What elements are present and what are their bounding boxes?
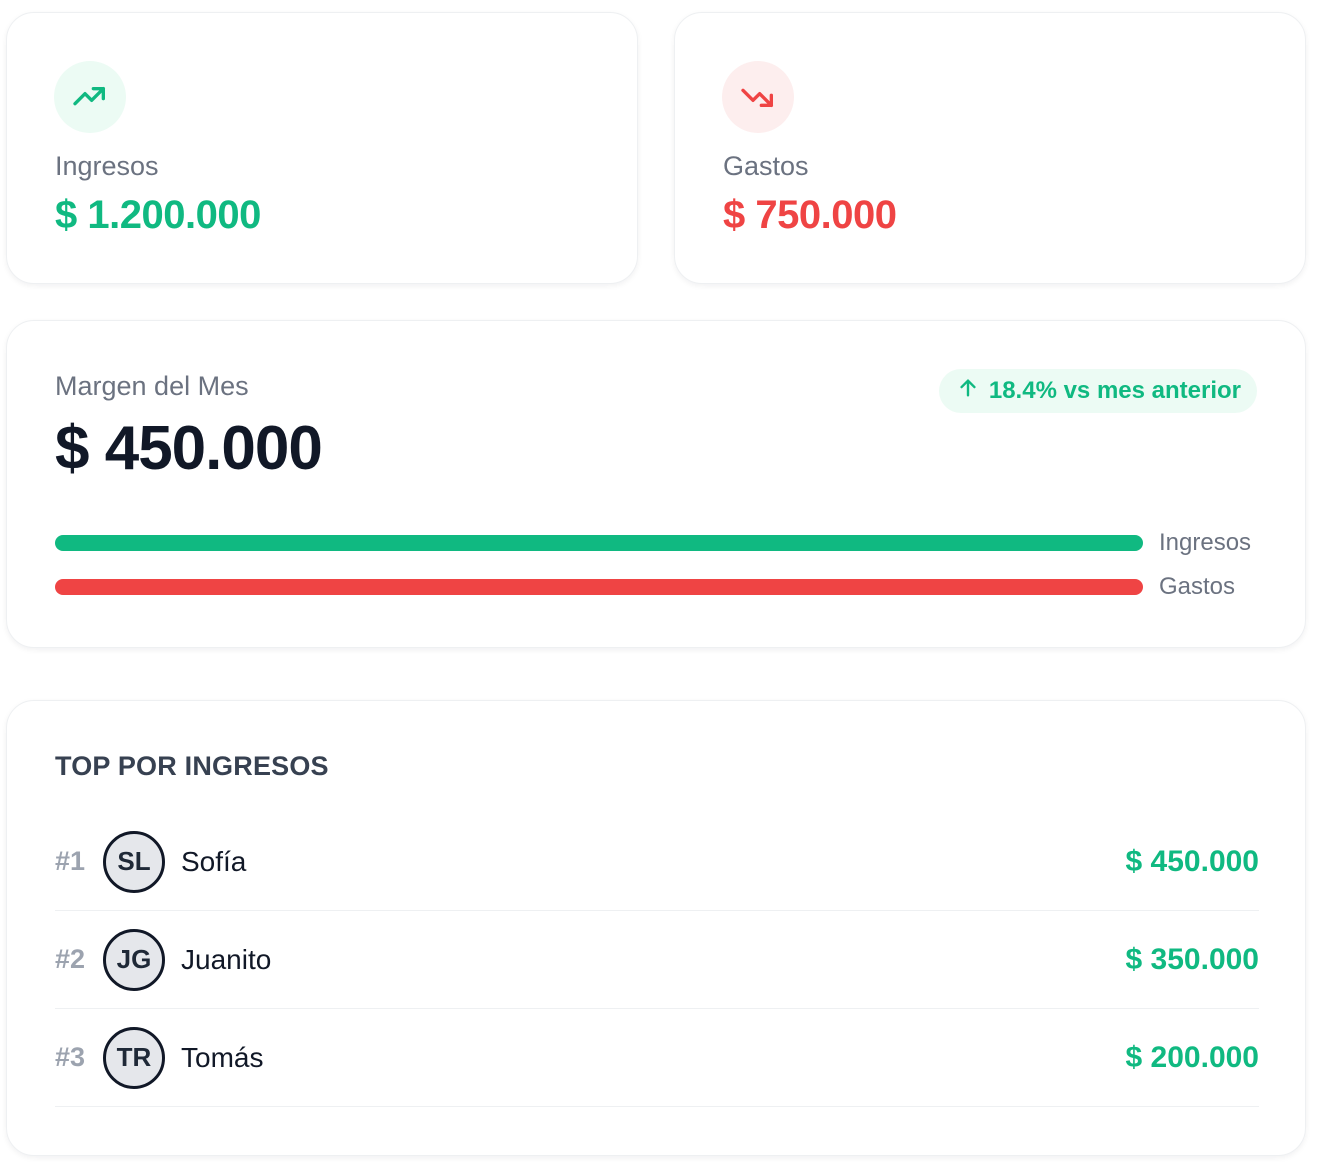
income-bar-label: Ingresos xyxy=(1159,529,1252,556)
income-card: Ingresos $ 1.200.000 xyxy=(6,12,638,284)
change-badge: 18.4% vs mes anterior xyxy=(938,369,1257,413)
expense-label: Gastos xyxy=(723,151,809,181)
expense-bar xyxy=(55,579,1143,595)
margin-label: Margen del Mes xyxy=(55,371,249,401)
change-badge-text: 18.4% vs mes anterior xyxy=(988,377,1241,404)
top-income-card: TOP POR INGRESOS #1 SL Sofía $ 450.000 #… xyxy=(6,700,1306,1156)
income-amount: $ 450.000 xyxy=(1125,844,1259,878)
list-item[interactable]: #3 TR Tomás $ 200.000 xyxy=(55,1009,1259,1107)
person-name: Tomás xyxy=(181,1041,264,1073)
income-label: Ingresos xyxy=(55,151,159,181)
avatar: TR xyxy=(103,1026,165,1089)
rank-number: #2 xyxy=(55,944,86,974)
margin-value: $ 450.000 xyxy=(55,414,323,483)
trending-down-icon xyxy=(722,61,794,133)
person-name: Juanito xyxy=(181,943,272,975)
avatar: JG xyxy=(103,928,165,991)
margin-card: Margen del Mes $ 450.000 18.4% vs mes an… xyxy=(6,320,1306,648)
expense-bar-label: Gastos xyxy=(1159,573,1236,600)
income-bar-track xyxy=(55,535,1143,551)
rank-number: #1 xyxy=(55,846,86,876)
list-item[interactable]: #2 JG Juanito $ 350.000 xyxy=(55,911,1259,1009)
income-amount: $ 350.000 xyxy=(1125,942,1259,976)
trending-up-icon xyxy=(54,61,126,133)
top-income-title: TOP POR INGRESOS xyxy=(55,751,329,781)
income-value: $ 1.200.000 xyxy=(55,193,261,237)
income-bar-row: Ingresos xyxy=(55,528,1259,558)
arrow-up-icon xyxy=(957,377,979,406)
list-item[interactable]: #1 SL Sofía $ 450.000 xyxy=(55,813,1259,911)
expense-bar-track xyxy=(55,579,1143,595)
ranking-list: #1 SL Sofía $ 450.000 #2 JG Juanito $ 35… xyxy=(55,813,1259,1107)
income-bar xyxy=(55,535,1143,551)
expense-card: Gastos $ 750.000 xyxy=(674,12,1306,284)
person-name: Sofía xyxy=(181,845,247,877)
rank-number: #3 xyxy=(55,1042,86,1072)
expense-bar-row: Gastos xyxy=(55,572,1259,602)
income-amount: $ 200.000 xyxy=(1125,1040,1259,1074)
expense-value: $ 750.000 xyxy=(723,193,897,237)
avatar: SL xyxy=(103,830,165,893)
